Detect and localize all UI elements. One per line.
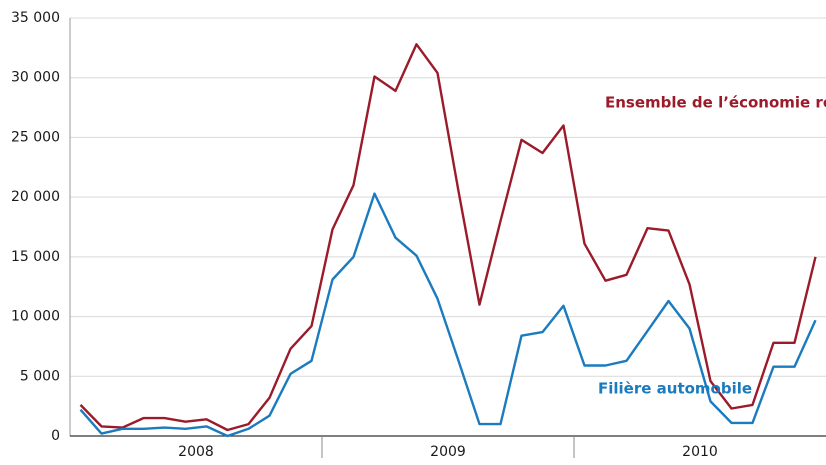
x-group-label: 2009 [430,444,466,460]
x-group-label: 2008 [178,444,214,460]
y-tick-label: 30 000 [11,70,60,86]
series-label: Ensemble de l’économie régionale [605,94,826,112]
y-tick-label: 5 000 [20,368,60,384]
series-line [79,43,817,432]
y-tick-label: 10 000 [11,309,60,325]
y-tick-label: 15 000 [11,249,60,265]
y-tick-label: 25 000 [11,129,60,145]
series-line [79,192,817,438]
series-label: Filière automobile [598,380,752,398]
y-tick-label: 0 [51,428,60,444]
y-tick-label: 20 000 [11,189,60,205]
x-group-label: 2010 [682,444,718,460]
y-tick-label: 35 000 [11,10,60,26]
